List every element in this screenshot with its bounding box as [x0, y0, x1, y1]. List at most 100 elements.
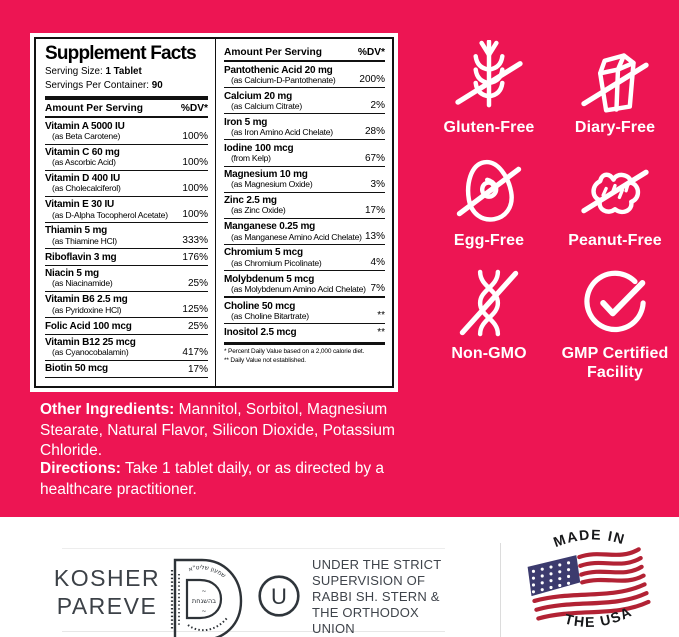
nutrient-form: (as Choline Bitartrate): [231, 310, 309, 321]
nutrient-dv: 100%: [182, 156, 208, 168]
seal-tilde: ~: [201, 588, 206, 595]
table-row: Inositol 2.5 mcg **: [224, 323, 385, 340]
nutrient-dv: 25%: [187, 277, 208, 289]
nutrient-form: (as Cholecalciferol): [52, 183, 121, 194]
nutrient-form: (as Pyridoxine HCl): [52, 304, 122, 315]
nutrient-cell: Vitamin B6 2.5 mg (as Pyridoxine HCl): [45, 294, 128, 315]
nutrient-name: Magnesium 10 mg: [224, 169, 308, 181]
peanut-crossed-icon: [578, 153, 652, 227]
nutrient-cell: Vitamin C 60 mg (as Ascorbic Acid): [45, 147, 120, 168]
seal-tilde: ~: [201, 608, 206, 615]
nutrient-form: (as Niacinamide): [52, 278, 113, 289]
table-row: Calcium 20 mg (as Calcium Citrate) 2%: [224, 87, 385, 113]
nutrient-dv: **: [377, 327, 385, 339]
nutrient-name: Thiamin 5 mg: [45, 225, 108, 237]
claim-badge-label: Diary-Free: [574, 119, 656, 136]
directions: Directions: Take 1 tablet daily, or as d…: [40, 459, 438, 500]
nutrient-dv: 100%: [182, 208, 208, 220]
nutrient-dv: 17%: [364, 204, 385, 216]
table-row: Vitamin D 400 IU (as Cholecalciferol) 10…: [45, 169, 208, 196]
table-row: Manganese 0.25 mg (as Manganese Amino Ac…: [224, 217, 385, 244]
nutrient-form: (as Ascorbic Acid): [52, 157, 116, 168]
nutrient-cell: Pantothenic Acid 20 mg (as Calcium-D-Pan…: [224, 65, 336, 86]
nutrient-name: Niacin 5 mg: [45, 268, 99, 280]
thick-rule: [45, 96, 208, 101]
nutrient-name: Vitamin E 30 IU: [45, 199, 115, 211]
made-in-usa-flag-icon: MADE IN: [512, 522, 667, 637]
nutrient-form: (from Kelp): [231, 153, 271, 164]
svg-text:MADE IN: MADE IN: [551, 526, 627, 550]
nutrient-cell: Thiamin 5 mg (as Thiamine HCl): [45, 225, 117, 246]
nutrient-form: (as Molybdenum Amino Acid Chelate): [231, 283, 366, 294]
nutrient-cell: Manganese 0.25 mg (as Manganese Amino Ac…: [224, 221, 362, 242]
nutrient-form: (as D-Alpha Tocopherol Acetate): [52, 209, 168, 220]
pareve-line: PAREVE: [56, 592, 158, 619]
claim-badge-label: Peanut-Free: [568, 231, 662, 249]
table-row: Zinc 2.5 mg (as Zinc Oxide) 17%: [224, 191, 385, 218]
seal-center-hebrew: בהשגחת: [192, 597, 216, 605]
nutrient-cell: Chromium 5 mcg (as Chromium Picolinate): [224, 247, 322, 268]
table-row: Choline 50 mcg (as Choline Bitartrate) *…: [224, 296, 385, 323]
nutrient-dv: 28%: [364, 126, 385, 138]
wheat-crossed-icon: [452, 40, 526, 114]
nutrient-name: Choline 50 mcg: [224, 300, 296, 312]
claim-badge: Peanut-Free: [559, 153, 671, 251]
table-row: Riboflavin 3 mg 176%: [45, 248, 208, 265]
other-ingredients: Other Ingredients: Mannitol, Sorbitol, M…: [40, 400, 438, 462]
nutrient-name: Vitamin D 400 IU: [45, 173, 120, 185]
table-row: Vitamin E 30 IU (as D-Alpha Tocopherol A…: [45, 195, 208, 222]
ou-letter: U: [271, 584, 287, 609]
nutrient-name: Vitamin B12 25 mcg: [45, 337, 136, 349]
nutrient-cell: Zinc 2.5 mg (as Zinc Oxide): [224, 195, 286, 216]
nutrient-form: (as Manganese Amino Acid Chelate): [231, 231, 362, 242]
nutrient-name: Iodine 100 mcg: [224, 142, 294, 154]
dna-crossed-icon: [452, 266, 526, 340]
other-ingredients-text: Mannitol, Sorbitol, Magnesium Stearate, …: [40, 401, 395, 460]
supplement-facts-left-column: Supplement Facts Serving Size: 1 Tablet …: [36, 39, 216, 386]
nutrient-cell: Vitamin A 5000 IU (as Beta Carotene): [45, 121, 125, 142]
nutrient-name: Vitamin A 5000 IU: [45, 120, 125, 132]
footer-divider: [500, 543, 501, 637]
nutrient-dv: 3%: [370, 178, 385, 190]
claim-badge: GMP Certified Facility: [559, 266, 671, 383]
nutrient-cell: Choline 50 mcg (as Choline Bitartrate): [224, 301, 309, 322]
nutrient-form: (as Beta Carotene): [52, 131, 121, 142]
table-row: Iron 5 mg (as Iron Amino Acid Chelate) 2…: [224, 113, 385, 139]
claim-badge: Egg-Free: [433, 153, 545, 251]
supervision-text: UNDER THE STRICT SUPERVISION OF RABBI SH…: [312, 557, 442, 637]
claim-badge: Diary-Free: [559, 40, 671, 138]
nutrient-name: Pantothenic Acid 20 mg: [224, 64, 333, 76]
milk-carton-crossed-icon: [578, 40, 652, 114]
claim-badge-label: GMP Certified Facility: [561, 344, 669, 381]
supplement-facts-right-column: Amount Per Serving %DV* Pantothenic Acid…: [216, 39, 392, 386]
nutrient-form: (as Zinc Oxide): [231, 205, 286, 216]
card-edge-top: [62, 548, 445, 549]
nutrient-cell: Vitamin D 400 IU (as Cholecalciferol): [45, 173, 121, 194]
table-row: Vitamin C 60 mg (as Ascorbic Acid) 100%: [45, 143, 208, 170]
supplement-facts-title: Supplement Facts: [45, 43, 197, 64]
nutrient-form: (as Magnesium Oxide): [231, 179, 313, 190]
table-row: Folic Acid 100 mcg 25%: [45, 317, 208, 334]
nutrient-form: (as Chromium Picolinate): [231, 257, 322, 268]
nutrient-dv: 17%: [187, 363, 208, 375]
gmp-check-circle-icon: [578, 266, 652, 340]
nutrient-dv: **: [377, 310, 385, 322]
the-usa-text: THE USA: [563, 603, 633, 630]
nutrient-dv: 67%: [364, 152, 385, 164]
directions-label: Directions:: [40, 460, 121, 477]
nutrient-name: Calcium 20 mg: [224, 90, 292, 102]
nutrient-cell: Vitamin B12 25 mcg (as Cyanocobalamin): [45, 337, 136, 358]
nutrient-name: Zinc 2.5 mg: [224, 195, 277, 207]
column-header: Amount Per Serving %DV*: [45, 100, 208, 119]
nutrient-dv: 125%: [182, 304, 208, 316]
nutrient-dv: 2%: [370, 100, 385, 112]
dv-footnote-2: ** Daily Value not established.: [224, 356, 306, 364]
nutrient-dv: 4%: [370, 257, 385, 269]
nutrient-cell: Magnesium 10 mg (as Magnesium Oxide): [224, 169, 313, 190]
nutrient-name: Vitamin B6 2.5 mg: [45, 294, 128, 306]
kosher-line: KOSHER: [53, 565, 161, 591]
serving-size-value: 1 Tablet: [105, 65, 142, 77]
nutrient-name: Inositol 2.5 mcg: [224, 326, 297, 338]
nutrient-dv: 176%: [182, 251, 208, 263]
